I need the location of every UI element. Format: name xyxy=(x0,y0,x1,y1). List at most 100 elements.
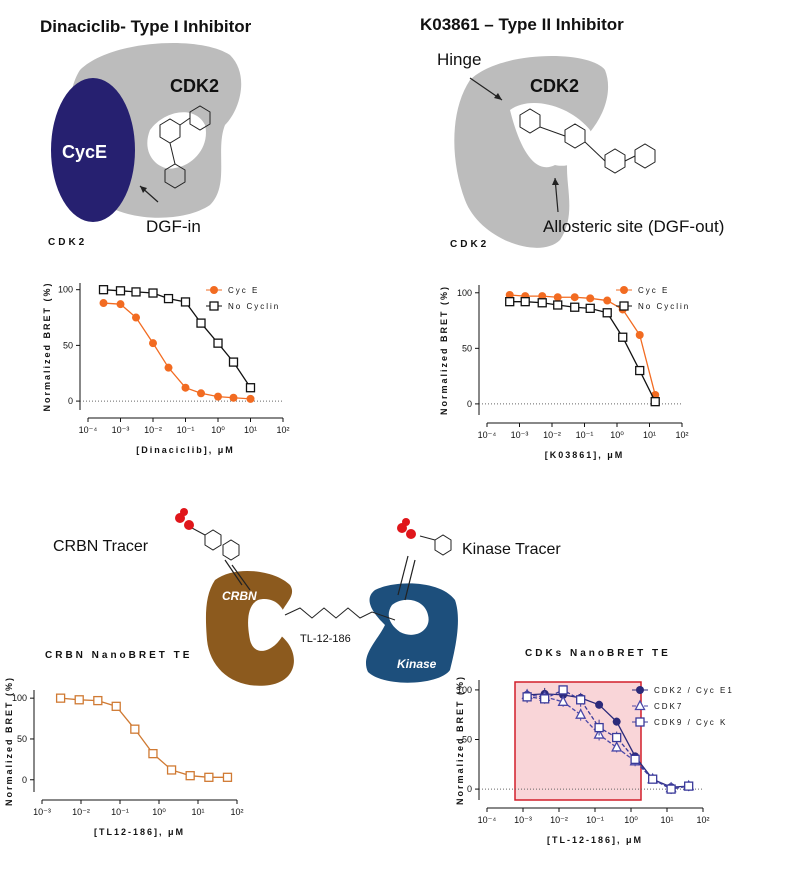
point xyxy=(99,299,108,308)
legend-label: CDK2 / Cyc E1 xyxy=(654,686,734,695)
structure xyxy=(519,108,656,174)
site-label: Allosteric site (DGF-out) xyxy=(543,217,724,236)
chart: CDK2 0 50 100 10⁻⁴ 10⁻³ 10⁻² 10⁻¹ 10⁰ 10¹ 10² [Dina… xyxy=(42,237,290,455)
point xyxy=(181,383,190,392)
y-tick-label: 50 xyxy=(462,735,472,745)
tracer xyxy=(191,527,452,561)
x-tick-label: 10⁰ xyxy=(624,815,638,825)
x-tick-label: 10⁻³ xyxy=(514,815,532,825)
y-tick-label: 50 xyxy=(63,340,73,350)
tracer-label: CRBN Tracer xyxy=(53,538,149,555)
y-tick-label: 100 xyxy=(12,693,27,703)
point xyxy=(166,765,177,775)
point xyxy=(603,296,612,305)
legend-label: Cyc E xyxy=(638,286,669,295)
x-axis-label: [TL-12-186], μM xyxy=(547,835,643,845)
legend-label: Cyc E xyxy=(228,286,259,295)
y-tick-label: 100 xyxy=(457,288,472,298)
point xyxy=(635,331,644,339)
crbn-label: CRBN xyxy=(222,589,257,603)
x-tick-label: 10⁻¹ xyxy=(586,815,604,825)
x-tick-label: 10⁻⁴ xyxy=(478,815,497,825)
point xyxy=(55,693,66,703)
point xyxy=(611,741,623,752)
point xyxy=(612,732,622,743)
x-tick-label: 10⁻³ xyxy=(112,425,130,435)
linker xyxy=(284,607,396,621)
series-line xyxy=(60,697,228,778)
legend-marker xyxy=(620,286,628,294)
legend-label: No Cyclin xyxy=(638,302,690,311)
x-tick-label: 10¹ xyxy=(660,815,673,825)
diagram-title: Dinaciclib- Type I Inhibitor xyxy=(40,17,252,36)
y-tick-label: 100 xyxy=(58,285,73,295)
chart-title: CRBN NanoBRET TE xyxy=(45,650,192,661)
series-line xyxy=(103,302,251,400)
point xyxy=(214,392,222,401)
point xyxy=(115,286,126,296)
y-axis-label: Normalized BRET (%) xyxy=(42,281,52,411)
legend-marker xyxy=(635,717,645,727)
point xyxy=(130,724,140,734)
chart: CDKs NanoBRET TE 0 50 100 10⁻⁴ 10⁻³ 10⁻² 10⁻¹ 10… xyxy=(455,648,734,845)
y-axis-label: Normalized BRET (%) xyxy=(439,285,449,415)
point xyxy=(116,300,125,309)
x-tick-label: 10⁻⁴ xyxy=(79,425,98,435)
y-tick-label: 0 xyxy=(22,775,27,785)
point xyxy=(618,332,628,342)
series-line xyxy=(509,301,656,402)
point xyxy=(648,774,658,784)
point xyxy=(684,781,694,791)
point xyxy=(650,397,660,407)
legend-label: CDK9 / Cyc K xyxy=(654,718,727,727)
point xyxy=(163,293,174,304)
arrow-head xyxy=(552,178,559,185)
point xyxy=(595,700,604,709)
x-tick-label: 10⁻¹ xyxy=(576,430,594,440)
legend-marker xyxy=(210,286,218,294)
x-tick-label: 10¹ xyxy=(244,425,257,435)
point xyxy=(180,297,191,307)
chart-title: CDK2 xyxy=(48,237,87,248)
tracer-label: Kinase Tracer xyxy=(462,541,561,558)
diagram-type-i: Dinaciclib- Type I Inhibitor CDK2 CycE D… xyxy=(40,17,252,236)
point xyxy=(570,302,580,312)
legend-marker xyxy=(209,301,219,311)
cyce-shape xyxy=(51,78,135,222)
point xyxy=(93,695,103,706)
point xyxy=(576,695,586,705)
x-tick-label: 10² xyxy=(696,815,709,825)
pocket xyxy=(248,599,286,651)
point xyxy=(558,685,568,695)
point xyxy=(570,293,579,302)
chart-title: CDK2 xyxy=(450,239,489,250)
point xyxy=(553,300,563,310)
point xyxy=(98,285,109,295)
point xyxy=(585,303,595,313)
x-tick-label: 10⁻² xyxy=(144,425,162,435)
series-line xyxy=(527,689,689,790)
point xyxy=(229,393,238,402)
point xyxy=(149,339,157,348)
y-tick-label: 0 xyxy=(467,784,472,794)
x-tick-label: 10¹ xyxy=(643,430,656,440)
pocket xyxy=(510,102,593,168)
x-tick-label: 10⁰ xyxy=(152,807,166,817)
series-line xyxy=(103,289,252,389)
point xyxy=(148,288,158,298)
legend-marker xyxy=(636,686,644,694)
point xyxy=(553,293,562,302)
x-tick-label: 10⁻² xyxy=(72,807,90,817)
point xyxy=(666,784,676,794)
legend-marker xyxy=(619,301,629,311)
point xyxy=(131,287,141,297)
point xyxy=(505,297,515,307)
point xyxy=(222,772,233,782)
x-tick-label: 10¹ xyxy=(191,807,204,817)
arrow-head xyxy=(140,186,147,193)
point xyxy=(204,772,214,782)
x-tick-label: 10⁻¹ xyxy=(177,425,195,435)
x-tick-label: 10⁰ xyxy=(610,430,624,440)
y-tick-label: 50 xyxy=(17,734,27,744)
point xyxy=(602,308,612,318)
